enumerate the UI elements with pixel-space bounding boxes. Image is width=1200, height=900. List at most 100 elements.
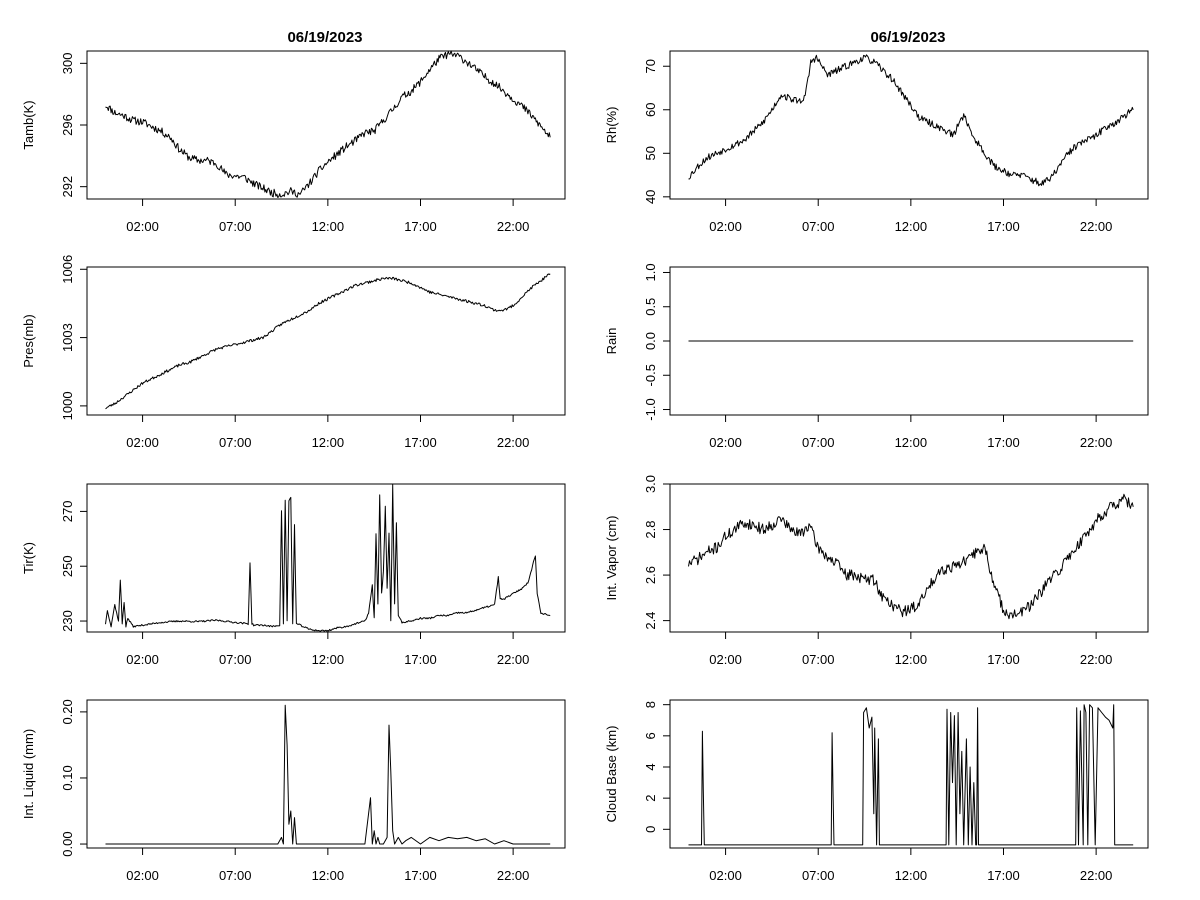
panel-rain: 02:00 07:00 12:00 17:00 22:00 -1.0 -0.5 0.0 0.5 1… — [604, 263, 1149, 450]
x-tick-label: 22:00 — [1080, 652, 1113, 667]
series-line-tir — [105, 484, 551, 632]
y-tick-label: 2 — [643, 795, 658, 802]
x-tick-label: 12:00 — [312, 435, 345, 450]
x-tick-label: 17:00 — [987, 868, 1020, 883]
y-tick-label: 0.20 — [60, 699, 75, 724]
panel-tamb: 02:00 07:00 12:00 17:00 22:00 292 296 300 Tamb(K… — [21, 50, 566, 234]
y-tick-label: 40 — [643, 190, 658, 204]
y-tick-label: 0.00 — [60, 831, 75, 856]
x-tick-label: 02:00 — [126, 219, 159, 234]
y-tick-label: 292 — [60, 176, 75, 198]
x-tick-label: 22:00 — [497, 435, 530, 450]
y-axis-label: Tamb(K) — [21, 100, 36, 149]
x-tick-label: 17:00 — [404, 652, 437, 667]
plot-frame — [86, 50, 566, 200]
x-tick-label: 07:00 — [219, 219, 252, 234]
x-tick-label: 02:00 — [126, 652, 159, 667]
x-tick-label: 12:00 — [895, 868, 928, 883]
x-tick-label: 22:00 — [1080, 868, 1113, 883]
series-line-pres — [105, 273, 551, 410]
y-tick-label: 250 — [60, 555, 75, 577]
plot-frame — [86, 483, 566, 633]
x-tick-label: 17:00 — [404, 219, 437, 234]
x-tick-label: 12:00 — [895, 219, 928, 234]
panels: 02:00 07:00 12:00 17:00 22:00 292 296 300 Tamb(K… — [21, 50, 1149, 883]
y-tick-label: 3.0 — [643, 475, 658, 493]
x-tick-label: 02:00 — [709, 219, 742, 234]
y-tick-label: 4 — [643, 763, 658, 770]
series-line-rh — [688, 54, 1134, 187]
y-axis-label: Pres(mb) — [21, 314, 36, 367]
y-tick-label: 2.6 — [643, 566, 658, 584]
x-tick-label: 07:00 — [802, 219, 835, 234]
panel-rh: 02:00 07:00 12:00 17:00 22:00 40 50 60 70 Rh(%) — [604, 50, 1149, 234]
plot-frame — [669, 50, 1149, 200]
series-line-cbase — [688, 704, 1134, 846]
y-axis-label: Rain — [604, 328, 619, 355]
x-tick-label: 07:00 — [802, 868, 835, 883]
x-tick-label: 07:00 — [219, 435, 252, 450]
x-tick-label: 22:00 — [1080, 435, 1113, 450]
y-tick-label: 1000 — [60, 391, 75, 420]
panel-pres: 02:00 07:00 12:00 17:00 22:00 1000 1003 1006 Pre… — [21, 255, 566, 450]
x-tick-label: 22:00 — [1080, 219, 1113, 234]
panel-tir: 02:00 07:00 12:00 17:00 22:00 230 250 270 Tir(K) — [21, 483, 566, 667]
plot-frame — [669, 699, 1149, 849]
x-tick-label: 12:00 — [895, 435, 928, 450]
x-tick-label: 22:00 — [497, 219, 530, 234]
y-tick-label: 270 — [60, 501, 75, 523]
panel-liq: 02:00 07:00 12:00 17:00 22:00 0.00 0.10 0.20 Int… — [21, 699, 566, 883]
plot-frame — [669, 483, 1149, 633]
x-tick-label: 17:00 — [987, 652, 1020, 667]
y-tick-label: -1.0 — [643, 398, 658, 420]
y-axis-label: Cloud Base (km) — [604, 726, 619, 823]
x-tick-label: 22:00 — [497, 868, 530, 883]
x-tick-label: 12:00 — [895, 652, 928, 667]
y-tick-label: 6 — [643, 732, 658, 739]
left-column-title: 06/19/2023 — [287, 29, 362, 46]
y-axis-label: Rh(%) — [604, 107, 619, 144]
y-tick-label: 70 — [643, 59, 658, 73]
x-tick-label: 02:00 — [709, 652, 742, 667]
y-axis-label: Int. Liquid (mm) — [21, 729, 36, 819]
x-tick-label: 02:00 — [126, 435, 159, 450]
x-tick-label: 07:00 — [219, 652, 252, 667]
y-tick-label: 50 — [643, 146, 658, 160]
x-tick-label: 17:00 — [987, 435, 1020, 450]
y-tick-label: 60 — [643, 103, 658, 117]
y-tick-label: 0 — [643, 826, 658, 833]
x-tick-label: 12:00 — [312, 652, 345, 667]
y-tick-label: 230 — [60, 610, 75, 632]
y-axis-label: Tir(K) — [21, 542, 36, 574]
panel-cbase: 02:00 07:00 12:00 17:00 22:00 0 2 4 6 8 Cloud Base… — [604, 699, 1149, 883]
x-tick-label: 02:00 — [709, 868, 742, 883]
x-tick-label: 12:00 — [312, 219, 345, 234]
x-tick-label: 17:00 — [987, 219, 1020, 234]
x-tick-label: 07:00 — [219, 868, 252, 883]
x-tick-label: 02:00 — [126, 868, 159, 883]
series-line-vapor — [688, 493, 1134, 620]
x-tick-label: 07:00 — [802, 435, 835, 450]
y-tick-label: 1006 — [60, 255, 75, 284]
right-column-title: 06/19/2023 — [870, 29, 945, 46]
x-tick-label: 22:00 — [497, 652, 530, 667]
x-tick-label: 07:00 — [802, 652, 835, 667]
y-tick-label: 0.5 — [643, 298, 658, 316]
y-axis-label: Int. Vapor (cm) — [604, 515, 619, 600]
y-tick-label: 300 — [60, 52, 75, 74]
x-tick-label: 02:00 — [709, 435, 742, 450]
x-tick-label: 17:00 — [404, 868, 437, 883]
y-tick-label: 0.0 — [643, 332, 658, 350]
y-tick-label: 2.4 — [643, 612, 658, 630]
y-tick-label: 1.0 — [643, 263, 658, 281]
x-tick-label: 12:00 — [312, 868, 345, 883]
series-line-liq — [105, 704, 551, 845]
x-tick-label: 17:00 — [404, 435, 437, 450]
panel-vapor: 02:00 07:00 12:00 17:00 22:00 2.4 2.6 2.8 3.0 Int… — [604, 475, 1149, 667]
plot-frame — [86, 699, 566, 849]
plot-frame — [86, 266, 566, 416]
y-tick-label: 0.10 — [60, 765, 75, 790]
y-tick-label: 1003 — [60, 323, 75, 352]
y-tick-label: 296 — [60, 114, 75, 136]
